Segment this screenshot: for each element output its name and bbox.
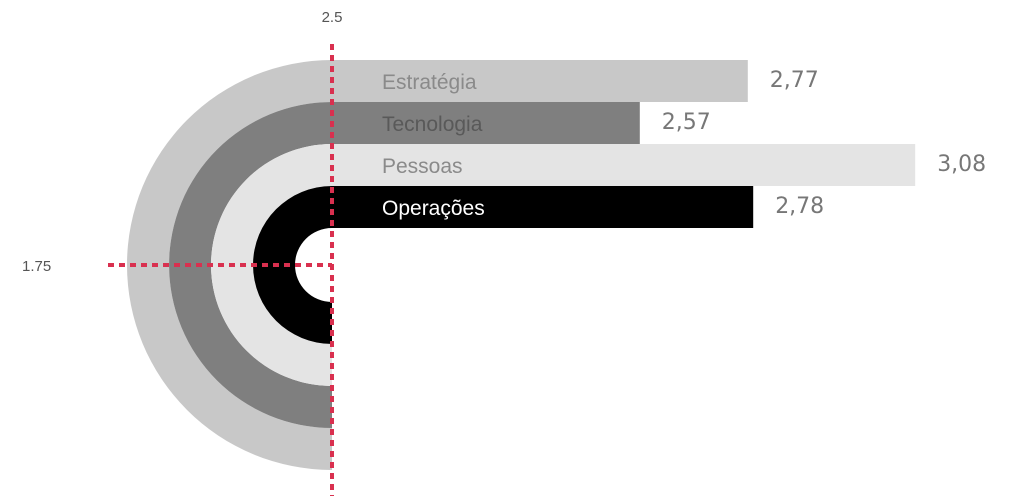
- value-label-tecnologia: 2,57: [662, 110, 711, 135]
- band-operacoes: [253, 186, 754, 344]
- category-label-estrategia: Estratégia: [382, 71, 477, 94]
- chart-labels: Estratégia 2,77 Tecnologia 2,57 Pessoas 3,08 O…: [382, 68, 986, 220]
- value-label-estrategia: 2,77: [770, 68, 819, 93]
- chart-bands: [127, 60, 916, 470]
- value-label-pessoas: 3,08: [937, 152, 986, 177]
- category-label-pessoas: Pessoas: [382, 155, 463, 178]
- category-label-tecnologia: Tecnologia: [382, 113, 483, 136]
- category-label-operacoes: Operações: [382, 197, 485, 220]
- band-tecnologia: [169, 102, 640, 428]
- reference-lines: 2.5 1.75: [22, 9, 342, 496]
- band-pessoas: [211, 144, 916, 386]
- reference-label-horizontal: 1.75: [22, 258, 51, 275]
- band-estrategia: [127, 60, 748, 470]
- value-label-operacoes: 2,78: [775, 194, 824, 219]
- reference-label-vertical: 2.5: [322, 9, 343, 26]
